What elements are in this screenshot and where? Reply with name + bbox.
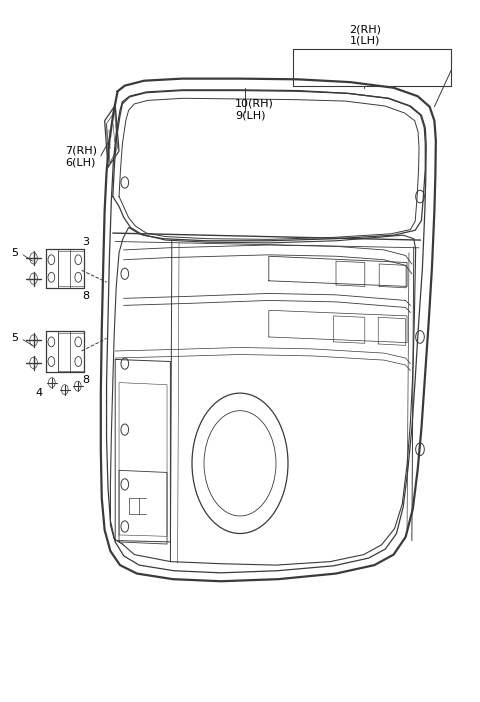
Text: 4: 4	[36, 388, 43, 398]
Text: 10(RH): 10(RH)	[235, 99, 274, 109]
Text: 8: 8	[82, 376, 89, 385]
Text: 6(LH): 6(LH)	[65, 157, 95, 167]
Text: 5: 5	[11, 333, 18, 343]
Text: 7(RH): 7(RH)	[65, 146, 97, 156]
Text: 2(RH): 2(RH)	[349, 25, 381, 34]
Text: 3: 3	[82, 237, 89, 247]
Text: 5: 5	[11, 248, 18, 258]
Text: 8: 8	[82, 291, 89, 301]
Text: 1(LH): 1(LH)	[349, 36, 380, 46]
Text: 9(LH): 9(LH)	[235, 110, 266, 120]
